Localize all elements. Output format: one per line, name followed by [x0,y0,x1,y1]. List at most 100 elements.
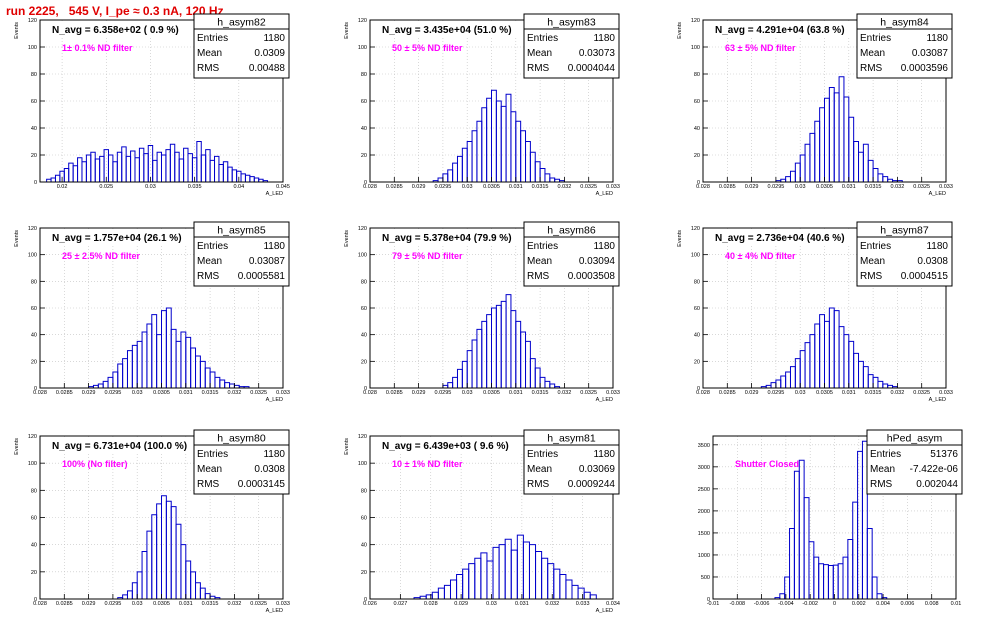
chart-5-xtick-label-4: 0.03 [462,390,473,396]
chart-1-bar-25 [156,151,162,182]
chart-2-ylabel: Events [344,22,350,39]
chart-5-bar-20 [539,376,546,388]
chart-9-bar-9 [818,563,825,599]
chart-8-bar-15 [504,538,512,599]
chart-1-bar-27 [165,149,171,182]
chart-6-bar-25 [882,383,889,388]
chart-1-xtick-label-0: 0.02 [57,184,68,190]
chart-9-xtick-label-6: 0.002 [852,601,866,607]
chart-4-note: 25 ± 2.5% ND filter [62,251,140,261]
chart-5-xtick-label-8: 0.032 [558,390,572,396]
chart-2-bar-17 [515,120,522,182]
chart-7-note: 100% (No filter) [62,459,128,469]
chart-8-bar-29 [589,594,597,599]
chart-4-xtick-label-8: 0.032 [228,390,242,396]
chart-2-bar-12 [491,89,497,182]
chart-6-stats-name: h_asym87 [880,225,929,237]
chart-2-xlabel: A_LED [596,191,613,197]
chart-4-bar-23 [199,360,206,388]
chart-3-bar-9 [819,107,825,182]
chart-7-xtick-label-6: 0.031 [179,601,193,607]
chart-4-xtick-label-1: 0.0285 [56,390,73,396]
chart-6-ytick-label-1: 20 [694,359,700,365]
chart-9-xtick-label-0: -0.01 [707,601,720,607]
chart-1-bar-1 [50,177,56,182]
chart-7-xtick-label-0: 0.028 [33,601,47,607]
chart-7-stats-name: h_asym80 [217,433,266,445]
chart-8-bar-10 [474,557,482,599]
chart-2-bar-15 [505,93,512,182]
chart-6-bar-2 [770,382,777,388]
chart-9-ytick-label-2: 1000 [698,553,710,559]
chart-3-xtick-label-3: 0.0295 [767,184,784,190]
chart-9-ytick-label-4: 2000 [698,509,710,515]
chart-8-bar-9 [468,563,476,599]
chart-1-note: 1± 0.1% ND filter [62,43,133,53]
chart-8-stats-value-entries: 1180 [593,449,615,460]
chart-8-bar-28 [583,591,591,599]
chart-4-bar-20 [185,336,192,388]
chart-9-note: Shutter Closed [735,459,799,469]
chart-3-bar-10 [824,97,830,182]
chart-7-bar-5 [141,550,148,599]
chart-7-bar-14 [185,560,192,599]
chart-3-stats-value-entries: 1180 [926,33,948,44]
chart-9-stats-value-mean: -7.422e-06 [910,464,959,475]
chart-2-ytick-label-5: 100 [358,45,367,51]
chart-8-bar-2 [425,594,433,599]
chart-7-xlabel: A_LED [266,608,283,614]
chart-1-ytick-label-1: 20 [31,153,37,159]
chart-8-ytick-label-3: 60 [361,516,367,522]
chart-5-xlabel: A_LED [596,397,613,403]
chart-6-xlabel: A_LED [929,397,946,403]
chart-6-bar-6 [789,366,796,388]
chart-4-bar-7 [122,358,128,388]
chart-6-bar-11 [814,323,821,388]
chart-1-xtick-label-4: 0.04 [233,184,244,190]
chart-1-stats-key-rms: RMS [197,63,220,74]
chart-3-bar-2 [785,176,791,182]
chart-9-bar-21 [876,593,883,599]
chart-7-ytick-label-5: 100 [28,461,37,467]
chart-8-bar-27 [577,587,585,599]
chart-6-stats-box [856,221,953,287]
chart-2-xtick-label-8: 0.032 [558,184,572,190]
chart-6-bar-12 [819,314,825,388]
chart-7-ytick-label-6: 120 [28,434,37,440]
chart-2-stats-box [523,13,620,79]
chart-1-bar-28 [169,143,176,182]
chart-3-stats-key-entries: Entries [860,33,891,44]
chart-6-bar-8 [799,350,806,388]
chart-8-ytick-label-6: 120 [358,434,367,440]
chart-6-xtick-label-1: 0.0285 [719,390,736,396]
chart-2-bar-20 [529,151,536,182]
chart-8-ytick-label-2: 40 [361,543,367,549]
chart-8-xtick-label-3: 0.029 [454,601,468,607]
chart-6-ytick-label-6: 120 [691,226,700,232]
chart-2-xtick-label-9: 0.0325 [580,184,597,190]
chart-8-ytick-label-4: 80 [361,488,367,494]
chart-5-bar-6 [471,339,478,388]
chart-5-bar-8 [481,320,488,388]
chart-5-xtick-label-6: 0.031 [509,390,523,396]
chart-4-xtick-label-10: 0.033 [276,390,290,396]
chart-9-bar-10 [823,564,829,599]
chart-5-stats-value-mean: 0.03094 [579,256,616,267]
chart-5-bar-22 [549,383,556,388]
chart-4-bar-26 [214,376,221,388]
chart-8-bar-13 [492,546,500,599]
chart-4-bar-10 [136,340,143,388]
chart-3-bar-14 [843,96,850,182]
chart-2-bar-22 [539,168,546,182]
chart-9-ytick-label-0: 0 [707,597,710,603]
chart-7-title-bg [45,439,221,452]
chart-4-bar-11 [141,331,148,388]
chart-6-stats-value-rms: 0.0004515 [901,271,949,282]
chart-3-bar-15 [848,116,855,182]
chart-4-bar-2 [97,383,104,388]
chart-2-title-bg [375,23,551,36]
chart-1-bar-9 [85,154,92,182]
chart-8-xtick-label-8: 0.034 [606,601,620,607]
chart-2-stats-name: h_asym83 [547,17,596,29]
chart-8-ytick-label-1: 20 [361,570,367,576]
